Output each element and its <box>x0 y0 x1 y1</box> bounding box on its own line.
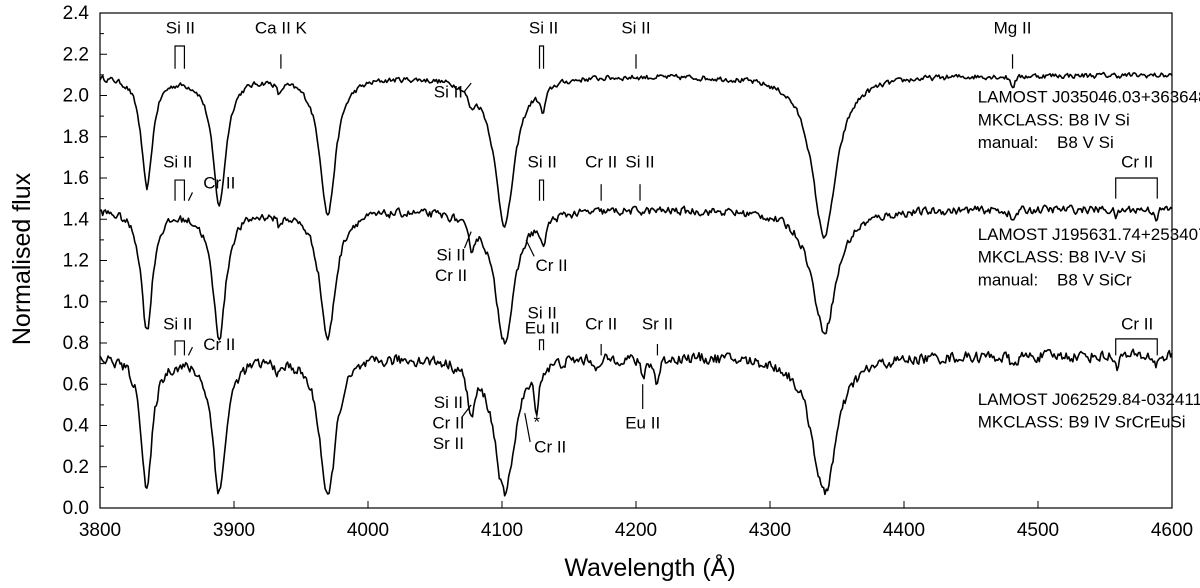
annotation-label: Si II <box>436 246 465 265</box>
annotation-label: Cr II <box>585 315 617 334</box>
x-tick-label: 4600 <box>1151 520 1193 541</box>
spectrum-line-2 <box>99 204 1173 345</box>
y-tick-label: 0.6 <box>63 374 89 395</box>
annotation-label: MKCLASS: B9 IV SrCrEuSi <box>978 413 1186 432</box>
plot-frame <box>99 12 1173 509</box>
annotation-label: Mg II <box>994 19 1032 38</box>
annotation-label: Cr II <box>585 153 617 172</box>
annotation-label: Eu II <box>625 414 660 433</box>
spectrum-line-3 <box>99 348 1173 497</box>
y-tick-label: 0.4 <box>63 416 90 437</box>
spectrum-line-1 <box>99 71 1173 239</box>
annotation-label: Cr II <box>536 256 568 275</box>
annotation-label: Si II <box>434 393 463 412</box>
annotation-label: Si II <box>529 19 558 38</box>
y-tick-label: 1.2 <box>63 251 89 272</box>
annotation-label: Si II <box>528 153 557 172</box>
line-marker-tick <box>464 82 472 92</box>
annotation-label: Sr II <box>642 315 673 334</box>
x-tick-label: 4200 <box>615 520 657 541</box>
annotation-label: MKCLASS: B8 IV-V Si <box>978 248 1146 267</box>
annotation-label: LAMOST J035046.03+363648.2 <box>978 88 1200 107</box>
annotation-label: MKCLASS: B8 IV Si <box>978 110 1130 129</box>
line-bracket <box>174 340 186 356</box>
annotation-label: LAMOST J062529.84-032411.9 <box>978 390 1200 409</box>
annotation-label: Cr II <box>432 414 464 433</box>
y-tick-label: 2.0 <box>63 86 89 107</box>
annotation-label: Si II <box>163 315 192 334</box>
annotation-label: * <box>534 413 541 432</box>
line-bracket <box>174 45 186 69</box>
annotation-label: Sr II <box>433 434 464 453</box>
annotation-label: manual: B8 V SiCr <box>978 270 1132 289</box>
line-marker-tick <box>524 413 531 443</box>
y-tick-label: 1.6 <box>63 168 89 189</box>
x-tick-label: 4300 <box>749 520 791 541</box>
x-tick-label: 4500 <box>1017 520 1059 541</box>
line-marker-tick <box>187 346 193 356</box>
y-tick-label: 2.4 <box>63 3 90 24</box>
annotation-label: LAMOST J195631.74+253407.8 <box>978 225 1200 244</box>
line-bracket <box>1115 338 1158 356</box>
line-bracket <box>538 179 545 201</box>
y-tick-label: 2.2 <box>63 44 89 65</box>
line-marker-tick <box>187 192 193 201</box>
x-tick-label: 4000 <box>347 520 389 541</box>
axis-ticks: 3800 3900 4000 4100 4200 4300 4400 4500 4600 0.0 0… <box>63 3 1194 541</box>
annotation-label: Cr II <box>435 266 467 285</box>
x-tick-label: 4100 <box>481 520 523 541</box>
line-markers <box>174 45 1158 443</box>
x-tick-label: 3800 <box>79 520 121 541</box>
line-marker-tick <box>463 231 472 249</box>
line-marker-tick <box>461 404 472 418</box>
annotation-label: Si II <box>434 83 463 102</box>
annotation-label: Cr II <box>203 335 235 354</box>
annotation-label: Ca II K <box>255 19 308 38</box>
y-tick-label: 1.0 <box>63 292 89 313</box>
line-bracket <box>174 179 186 201</box>
annotation-label: manual: B8 V Si <box>978 133 1114 152</box>
annotation-label: Eu II <box>525 319 560 338</box>
annotation-label: Cr II <box>1121 315 1153 334</box>
annotation-label: Cr II <box>203 173 235 192</box>
y-tick-label: 0.2 <box>63 457 89 478</box>
x-axis-label: Wavelength (Å) <box>564 554 736 582</box>
annotation-label: Si II <box>166 19 195 38</box>
x-tick-label: 3900 <box>213 520 255 541</box>
x-tick-label: 4400 <box>883 520 925 541</box>
y-tick-label: 1.4 <box>63 209 90 230</box>
y-axis-label: Normalised flux <box>8 172 36 346</box>
annotations: Si II Ca II K Si II Si II Mg II Si II LAMOST J… <box>163 19 1200 457</box>
annotation-label: Cr II <box>1121 153 1153 172</box>
annotation-label: Si II <box>163 153 192 172</box>
y-tick-label: 0.0 <box>63 498 89 519</box>
line-bracket <box>1115 177 1158 199</box>
y-tick-label: 1.8 <box>63 127 89 148</box>
annotation-label: Si II <box>625 153 654 172</box>
line-marker-tick <box>525 239 535 257</box>
annotation-label: Si II <box>621 19 650 38</box>
line-bracket <box>538 45 545 69</box>
line-bracket <box>538 339 545 351</box>
spectrum-series <box>99 71 1173 497</box>
y-tick-label: 0.8 <box>63 333 89 354</box>
annotation-label: Si II <box>528 303 557 322</box>
annotation-label: Cr II <box>534 437 566 456</box>
